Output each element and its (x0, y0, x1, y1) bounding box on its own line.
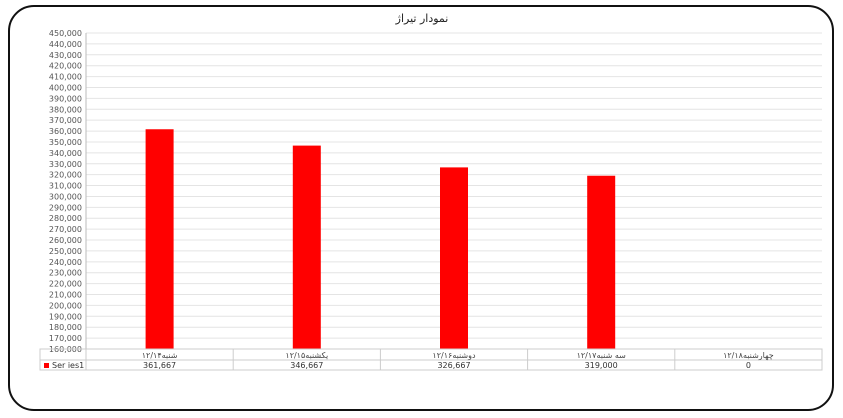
y-tick-label: 380,000 (49, 105, 82, 114)
y-tick-label: 250,000 (49, 247, 82, 256)
y-tick-label: 230,000 (49, 269, 82, 278)
y-tick-label: 340,000 (49, 149, 82, 158)
y-tick-label: 420,000 (49, 62, 82, 71)
data-value-label: 0 (746, 361, 751, 370)
y-tick-label: 270,000 (49, 225, 82, 234)
y-tick-label: 260,000 (49, 236, 82, 245)
bar (587, 175, 616, 349)
y-tick-label: 220,000 (49, 280, 82, 289)
y-tick-label: 280,000 (49, 214, 82, 223)
data-value-label: 326,667 (437, 361, 470, 370)
y-tick-label: 410,000 (49, 73, 82, 82)
y-tick-label: 430,000 (49, 51, 82, 60)
bar (292, 145, 321, 349)
y-tick-label: 200,000 (49, 301, 82, 310)
y-tick-label: 350,000 (49, 138, 82, 147)
category-label: چهارشنبه۱۲/۱۸ (723, 351, 774, 360)
y-tick-label: 370,000 (49, 116, 82, 125)
y-tick-label: 360,000 (49, 127, 82, 136)
y-tick-label: 180,000 (49, 323, 82, 332)
y-tick-label: 170,000 (49, 334, 82, 343)
bars (145, 129, 616, 349)
y-tick-label: 390,000 (49, 94, 82, 103)
legend-series-name: Ser ies1 (52, 361, 84, 370)
y-tick-label: 290,000 (49, 203, 82, 212)
bar (145, 129, 174, 349)
legend-swatch (44, 363, 49, 368)
chart-title: نمودار تیراژ (395, 12, 449, 25)
data-value-label: 361,667 (143, 361, 176, 370)
category-label: یکشنبه۱۲/۱۵ (285, 351, 328, 360)
data-value-label: 319,000 (585, 361, 618, 370)
category-label: شنبه۱۲/۱۴ (142, 351, 178, 360)
y-tick-label: 210,000 (49, 291, 82, 300)
y-tick-label: 440,000 (49, 40, 82, 49)
y-tick-label: 330,000 (49, 160, 82, 169)
category-label: سه شنبه۱۲/۱۷ (577, 351, 627, 360)
bar (440, 167, 468, 349)
y-tick-label: 240,000 (49, 258, 82, 267)
y-tick-label: 450,000 (49, 29, 82, 38)
y-tick-label: 300,000 (49, 192, 82, 201)
y-tick-label: 400,000 (49, 83, 82, 92)
category-label: دوشنبه۱۲/۱۶ (432, 351, 476, 360)
y-tick-label: 320,000 (49, 171, 82, 180)
y-tick-label: 310,000 (49, 182, 82, 191)
y-tick-label: 190,000 (49, 312, 82, 321)
data-value-label: 346,667 (290, 361, 323, 370)
y-axis-ticks: 160,000170,000180,000190,000200,000210,0… (49, 29, 82, 354)
